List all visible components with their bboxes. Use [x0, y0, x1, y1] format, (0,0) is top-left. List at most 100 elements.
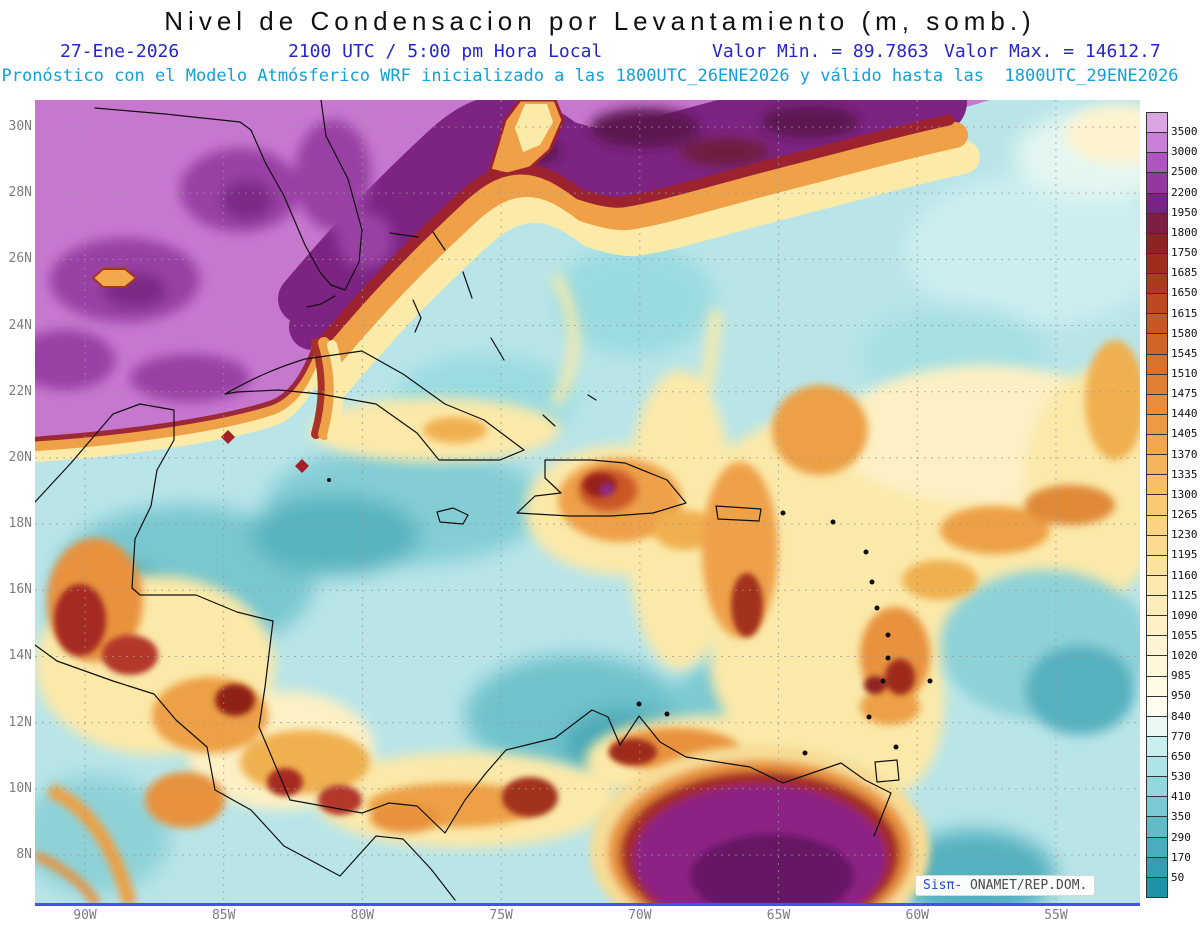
- lat-tick-label: 26N: [8, 251, 32, 267]
- gridlines: [35, 100, 1140, 905]
- lat-tick-label: 28N: [8, 185, 32, 201]
- legend-cell: [1147, 777, 1167, 798]
- legend-cell: [1147, 495, 1167, 516]
- legend-cell: [1147, 877, 1167, 897]
- legend-tick-label: 3000: [1171, 145, 1198, 159]
- legend-tick-label: 1405: [1171, 427, 1198, 441]
- lon-tick-label: 70W: [628, 908, 652, 923]
- legend-tick-label: 3500: [1171, 125, 1198, 139]
- legend-tick-label: 1510: [1171, 367, 1198, 380]
- lat-tick-label: 12N: [8, 714, 32, 730]
- legend-tick-label: 650: [1171, 749, 1191, 763]
- legend-tick-label: 1545: [1171, 346, 1198, 360]
- legend-cell: [1147, 314, 1167, 335]
- legend-tick-label: 1580: [1171, 326, 1198, 340]
- legend-tick-label: 1230: [1171, 528, 1198, 542]
- legend-tick-label: 840: [1171, 709, 1191, 723]
- legend-tick-label: 1370: [1171, 447, 1198, 461]
- legend-cell: [1147, 817, 1167, 838]
- lat-tick-label: 22N: [8, 383, 32, 399]
- legend-cell: [1147, 233, 1167, 254]
- lat-tick-label: 16N: [8, 582, 32, 598]
- legend-cell: [1147, 334, 1167, 355]
- legend-tick-label: 1125: [1171, 588, 1198, 602]
- lon-tick-label: 65W: [766, 908, 791, 923]
- legend-tick-label: 1300: [1171, 487, 1198, 501]
- legend-cell: [1147, 173, 1167, 194]
- legend-cell: [1147, 274, 1167, 295]
- legend-tick-label: 170: [1171, 850, 1191, 864]
- legend-tick-label: 1950: [1171, 205, 1198, 219]
- legend-cell: [1147, 616, 1167, 637]
- lon-tick-label: 90W: [73, 908, 97, 923]
- legend-tick-label: 950: [1171, 689, 1191, 703]
- color-scale: [1146, 112, 1168, 898]
- legend-tick-label: 1265: [1171, 508, 1198, 522]
- legend-cell: [1147, 535, 1167, 556]
- legend-cell: [1147, 696, 1167, 717]
- legend-tick-label: 1475: [1171, 387, 1198, 401]
- legend-tick-label: 1335: [1171, 467, 1198, 481]
- legend-cell: [1147, 294, 1167, 315]
- legend-cell: [1147, 253, 1167, 274]
- coastlines: [35, 100, 933, 901]
- legend-tick-label: 2500: [1171, 165, 1198, 179]
- lon-tick-label: 80W: [350, 908, 375, 923]
- map-frame-bottom: [35, 903, 1140, 906]
- legend-tick-label: 410: [1171, 790, 1191, 804]
- legend-tick-label: 1090: [1171, 608, 1198, 622]
- teal-accent-layer: [940, 570, 1140, 735]
- legend-cell: [1147, 656, 1167, 677]
- legend-cell: [1147, 475, 1167, 496]
- watermark-brand: Sisπ: [923, 878, 955, 893]
- legend-cell: [1147, 596, 1167, 617]
- legend-tick-label: 985: [1171, 669, 1191, 683]
- small-island-dots: [327, 478, 933, 756]
- page-title: Nivel de Condensacion por Levantamiento …: [164, 6, 1036, 36]
- legend-tick-label: 1800: [1171, 225, 1198, 239]
- legend-tick-label: 1750: [1171, 246, 1198, 260]
- map-canvas: [35, 100, 1140, 905]
- legend-tick-label: 530: [1171, 770, 1191, 784]
- lon-tick-label: 60W: [905, 908, 929, 923]
- lon-tick-label: 85W: [211, 908, 236, 923]
- legend-cell: [1147, 676, 1167, 697]
- lat-tick-label: 14N: [8, 648, 32, 664]
- watermark: Sisπ- ONAMET/REP.DOM.: [916, 876, 1095, 895]
- legend-tick-label: 50: [1171, 870, 1185, 884]
- front-fringe: [35, 100, 980, 473]
- legend-cell: [1147, 193, 1167, 214]
- legend-tick-label: 290: [1171, 830, 1191, 844]
- legend-cell: [1147, 716, 1167, 737]
- legend-cell: [1147, 153, 1167, 174]
- legend-cell: [1147, 575, 1167, 596]
- legend-tick-label: 2200: [1171, 185, 1198, 199]
- legend-cell: [1147, 797, 1167, 818]
- legend-cell: [1147, 414, 1167, 435]
- legend-tick-label: 1195: [1171, 548, 1198, 562]
- color-scale-labels: 3500 3000 2500 2200 1950 1800 1750 1685 1650 1615…: [1171, 0, 1200, 927]
- legend-tick-label: 1055: [1171, 629, 1198, 642]
- legend-cell: [1147, 435, 1167, 456]
- lat-tick-label: 30N: [8, 119, 32, 134]
- watermark-text: - ONAMET/REP.DOM.: [954, 878, 1088, 893]
- legend-cell: [1147, 636, 1167, 657]
- lat-tick-label: 18N: [8, 516, 32, 532]
- legend-cell: [1147, 113, 1167, 134]
- contour-map: [35, 100, 1140, 905]
- lat-tick-label: 20N: [8, 449, 32, 465]
- legend-cell: [1147, 736, 1167, 757]
- legend-cell: [1147, 354, 1167, 375]
- red-layer: [54, 473, 915, 817]
- value-max-label: Valor Max. = 14612.7: [944, 41, 1161, 62]
- legend-tick-label: 1615: [1171, 306, 1198, 320]
- lat-tick-label: 8N: [16, 846, 32, 862]
- legend-cell: [1147, 555, 1167, 576]
- lat-tick-label: 10N: [8, 780, 32, 796]
- legend-cell: [1147, 515, 1167, 536]
- value-min-label: Valor Min. = 89.7863: [712, 41, 929, 62]
- legend-cell: [1147, 213, 1167, 234]
- legend-cell: [1147, 394, 1167, 415]
- legend-cell: [1147, 374, 1167, 395]
- legend-tick-label: 1020: [1171, 649, 1198, 663]
